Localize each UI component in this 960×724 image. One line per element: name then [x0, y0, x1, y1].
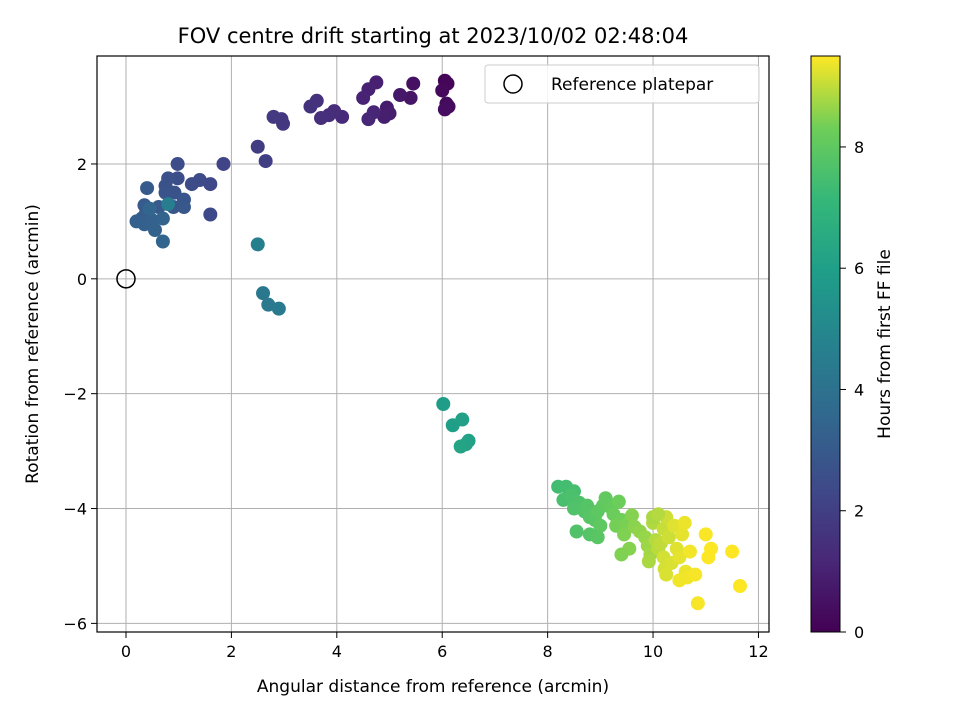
- data-point: [453, 439, 468, 454]
- x-tick-label: 6: [437, 642, 447, 661]
- data-point: [303, 99, 318, 114]
- legend-entry: Reference platepar: [551, 75, 713, 95]
- data-point: [393, 88, 408, 103]
- data-point: [698, 527, 713, 542]
- data-point: [361, 112, 376, 127]
- x-tick-label: 8: [543, 642, 553, 661]
- data-point: [725, 544, 740, 559]
- y-axis-ticks: −6 −4 −2 0 2: [63, 155, 97, 633]
- legend-marker-icon: [503, 74, 523, 94]
- data-point: [140, 181, 155, 196]
- data-point: [617, 527, 632, 542]
- x-tick-label: 12: [748, 642, 768, 661]
- data-point: [184, 177, 199, 192]
- data-point: [677, 515, 692, 530]
- plot-frame: [96, 55, 770, 633]
- colorbar-tick-label: 0: [854, 623, 864, 642]
- data-point: [624, 508, 639, 523]
- data-point: [733, 579, 748, 594]
- data-point: [170, 156, 185, 171]
- data-point: [614, 547, 629, 562]
- data-point: [216, 156, 231, 171]
- data-point: [436, 397, 451, 412]
- data-point: [688, 567, 703, 582]
- data-point: [403, 90, 418, 105]
- x-tick-label: 4: [332, 642, 342, 661]
- data-point: [261, 297, 276, 312]
- data-point: [566, 501, 581, 516]
- data-point: [161, 197, 176, 212]
- colorbar-ticks: 0 2 4 6 8: [840, 138, 864, 642]
- data-point: [590, 530, 605, 545]
- legend-box: [484, 64, 760, 104]
- data-point: [437, 102, 452, 117]
- data-point: [593, 518, 608, 533]
- colorbar-label: Hours from first FF file: [875, 249, 895, 439]
- data-point: [203, 207, 218, 222]
- data-point: [176, 200, 191, 215]
- data-point: [155, 234, 170, 249]
- colorbar-tick-label: 6: [854, 259, 864, 278]
- data-point: [675, 527, 690, 542]
- x-tick-label: 0: [121, 642, 131, 661]
- data-point: [158, 185, 173, 200]
- data-point: [142, 201, 157, 216]
- y-tick-label: −2: [63, 385, 87, 404]
- colorbar-gradient: [810, 55, 841, 633]
- data-point: [266, 109, 281, 124]
- data-point: [250, 237, 265, 252]
- data-point: [256, 286, 271, 301]
- colorbar-tick-label: 8: [854, 138, 864, 157]
- data-point: [641, 554, 656, 569]
- data-point: [406, 76, 421, 91]
- colorbar-tick-label: 2: [854, 502, 864, 521]
- colorbar-tick-label: 4: [854, 380, 864, 399]
- y-axis-label: Rotation from reference (arcmin): [23, 204, 43, 484]
- data-point: [455, 412, 470, 427]
- data-point: [377, 109, 392, 124]
- data-point: [651, 507, 666, 522]
- data-point: [155, 211, 170, 226]
- x-tick-label: 2: [226, 642, 236, 661]
- data-point: [435, 83, 450, 98]
- data-point: [258, 154, 273, 169]
- reference-platepar-marker: [116, 269, 136, 289]
- chart-title: FOV centre drift starting at 2023/10/02 …: [178, 24, 689, 48]
- data-point: [659, 567, 674, 582]
- x-axis-label: Angular distance from reference (arcmin): [257, 677, 609, 697]
- data-point: [147, 223, 162, 238]
- y-tick-label: −4: [63, 500, 87, 519]
- data-point: [314, 111, 328, 126]
- data-point: [271, 301, 286, 316]
- data-point: [661, 530, 676, 545]
- data-point: [672, 550, 687, 565]
- y-tick-label: −6: [63, 614, 87, 633]
- x-tick-label: 10: [643, 642, 663, 661]
- data-point: [704, 541, 719, 556]
- data-point: [356, 90, 371, 105]
- y-tick-label: 2: [77, 155, 87, 174]
- data-point: [250, 139, 265, 154]
- data-point: [203, 177, 218, 192]
- legend: Reference platepar: [484, 64, 760, 104]
- data-points: [129, 73, 748, 611]
- data-point: [611, 494, 626, 509]
- colorbar: 0 2 4 6 8 Hours from first FF file: [810, 55, 895, 642]
- x-axis-ticks: 0 2 4 6 8 10 12: [121, 632, 769, 661]
- data-point: [569, 524, 584, 539]
- data-point: [690, 596, 705, 611]
- grid: [97, 56, 769, 632]
- y-tick-label: 0: [77, 270, 87, 289]
- data-point: [580, 498, 595, 513]
- data-point: [682, 544, 697, 559]
